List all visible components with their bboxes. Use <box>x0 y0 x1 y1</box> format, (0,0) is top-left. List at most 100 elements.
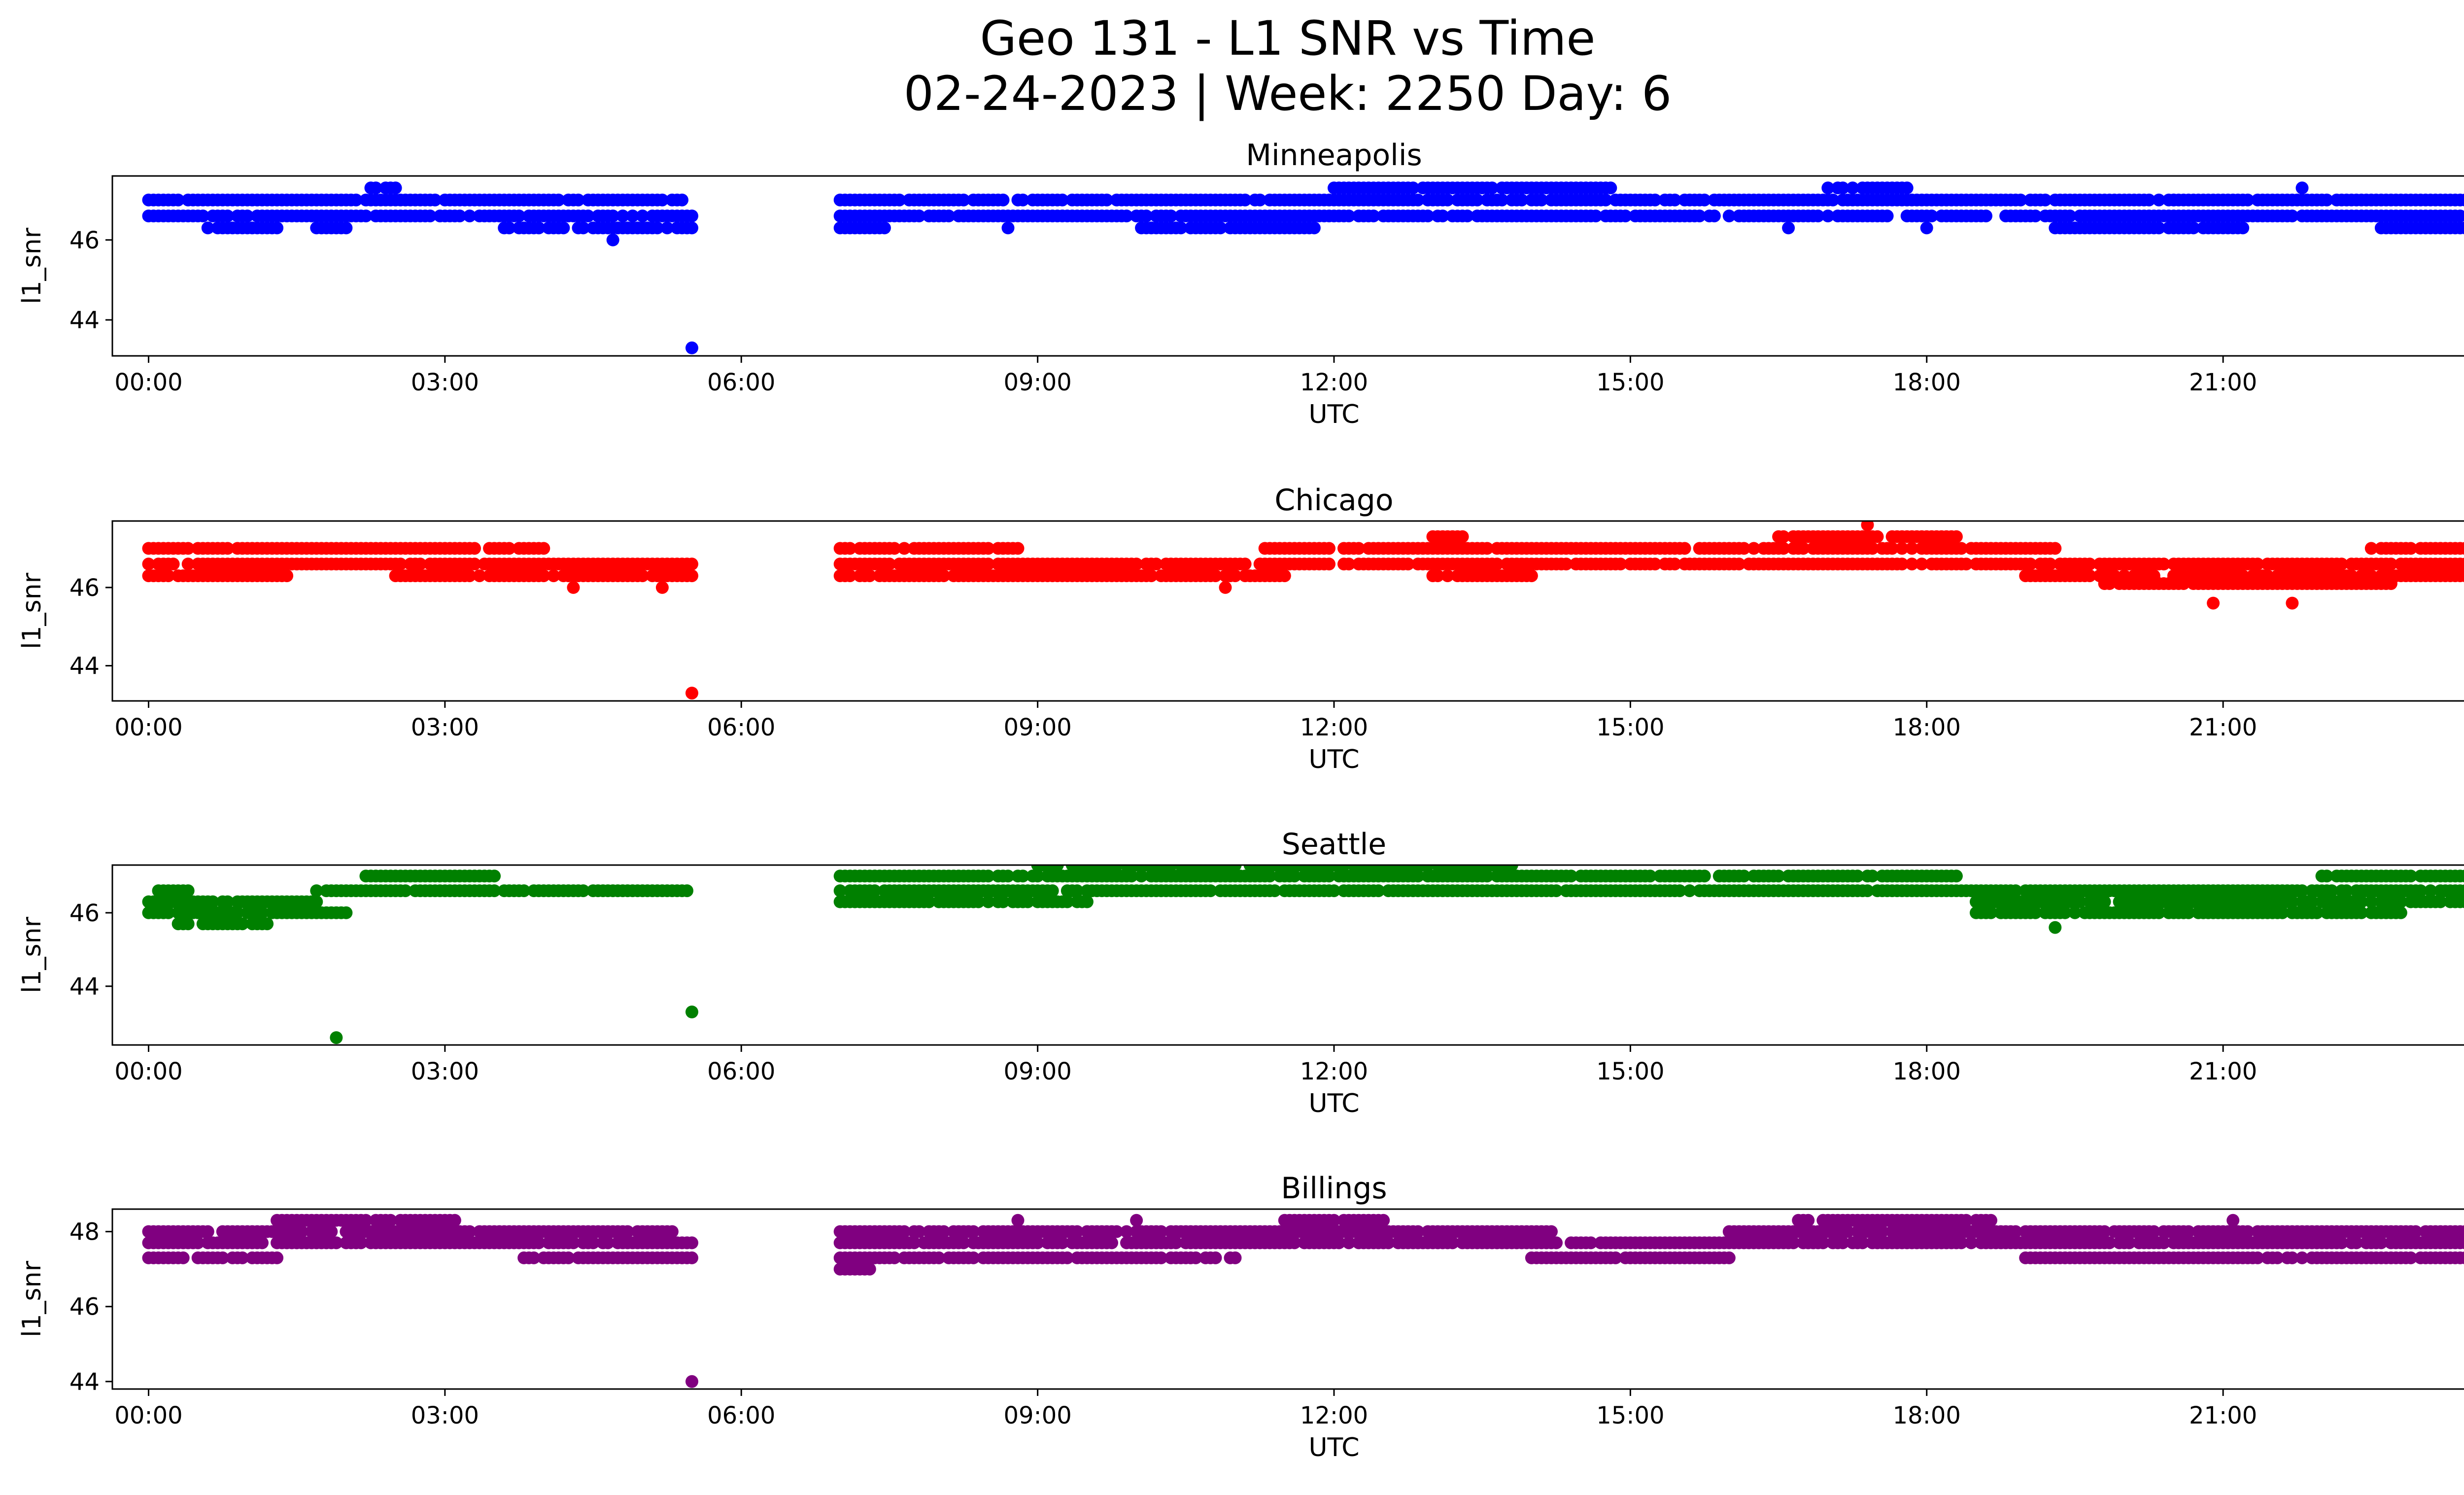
data-point <box>1950 530 1963 543</box>
subplot-billings: Billings 00:00 03:00 06:00 09:00 12:00 15:00 18… <box>17 1171 2464 1462</box>
data-point <box>1505 865 1518 871</box>
data-point <box>863 569 876 583</box>
data-point <box>2068 906 2082 919</box>
y-tick-label: 48 <box>69 1218 100 1246</box>
data-point <box>2271 1251 2284 1264</box>
data-point <box>488 869 501 883</box>
data-point <box>685 341 698 354</box>
x-tick-label: 18:00 <box>1893 369 1961 396</box>
data-point <box>552 193 565 207</box>
data-point <box>201 1225 214 1238</box>
x-tick-label: 09:00 <box>1003 369 1071 396</box>
data-point <box>685 1236 698 1250</box>
data-point <box>650 221 664 235</box>
data-point <box>1169 1236 1183 1250</box>
data-point <box>967 1225 980 1238</box>
data-point <box>2009 1225 2022 1238</box>
data-point <box>685 557 698 571</box>
data-point <box>1441 569 1454 583</box>
data-point <box>201 221 214 235</box>
data-point <box>389 181 402 195</box>
data-point <box>1140 209 1153 223</box>
x-tick-label: 00:00 <box>114 714 182 741</box>
data-point <box>2459 1225 2464 1238</box>
x-tick-label: 00:00 <box>114 1058 182 1085</box>
x-tick-label: 18:00 <box>1893 1058 1961 1085</box>
data-point <box>196 209 209 223</box>
data-point <box>1150 557 1163 571</box>
data-point <box>2409 1225 2422 1238</box>
data-point <box>1895 557 1909 571</box>
data-point <box>1001 869 1015 883</box>
data-point <box>1001 221 1015 235</box>
data-point <box>473 569 486 583</box>
data-point <box>2459 1236 2464 1250</box>
data-point <box>888 1251 901 1264</box>
data-point <box>913 209 926 223</box>
data-point <box>468 542 481 555</box>
data-point <box>1599 193 1612 207</box>
data-point <box>606 233 619 246</box>
x-axis-label: UTC <box>1308 1089 1359 1118</box>
data-point <box>1125 869 1138 883</box>
data-point <box>2459 869 2464 883</box>
data-point <box>1915 557 1928 571</box>
data-point <box>463 1225 476 1238</box>
data-point <box>2276 906 2289 919</box>
data-point <box>2320 869 2333 883</box>
data-point <box>330 1031 343 1044</box>
data-point <box>1456 530 1469 543</box>
data-point <box>2295 181 2309 195</box>
data-point <box>1515 193 1528 207</box>
data-point <box>1333 1236 1345 1250</box>
x-tick-label: 03:00 <box>411 369 479 396</box>
data-point <box>1214 221 1227 235</box>
data-point <box>181 917 195 931</box>
data-point <box>1051 865 1064 871</box>
data-point <box>1061 1251 1074 1264</box>
data-point <box>1238 193 1252 207</box>
y-tick-label: 44 <box>69 307 100 334</box>
data-point <box>982 557 995 571</box>
data-point <box>2335 1236 2348 1250</box>
y-axis-label: l1_snr <box>17 227 47 304</box>
data-point <box>1080 895 1094 908</box>
data-point <box>162 569 175 583</box>
data-point <box>898 542 911 555</box>
data-point <box>1584 1236 1598 1250</box>
data-point <box>1229 569 1242 583</box>
data-point <box>1323 542 1335 555</box>
data-point <box>359 209 373 223</box>
data-point <box>685 221 698 235</box>
data-point <box>1480 869 1494 883</box>
data-point <box>1648 193 1662 207</box>
y-tick-label: 44 <box>69 653 100 680</box>
data-point <box>2039 193 2052 207</box>
data-point <box>1885 542 1899 555</box>
data-point <box>162 906 175 919</box>
data-point <box>1836 181 1849 195</box>
data-point <box>2459 884 2464 897</box>
data-point <box>1609 1251 1622 1264</box>
data-point <box>2236 221 2250 235</box>
y-axis-label: l1_snr <box>17 572 47 649</box>
data-point <box>1120 209 1133 223</box>
data-point <box>1323 557 1335 571</box>
x-axis-label: UTC <box>1308 400 1359 429</box>
data-point <box>1678 542 1691 555</box>
data-point <box>2394 906 2407 919</box>
figure-title-line-2: 02-24-2023 | Week: 2250 Day: 6 <box>903 66 1672 121</box>
data-point <box>2024 557 2037 571</box>
data-point <box>685 1006 698 1018</box>
data-point <box>2182 906 2195 919</box>
data-point <box>369 181 382 195</box>
subplot-title: Billings <box>1281 1171 1387 1206</box>
data-point <box>428 193 442 207</box>
data-point <box>1959 1214 1973 1227</box>
data-point <box>2187 221 2200 235</box>
data-point <box>1352 542 1366 555</box>
data-point <box>1950 869 1963 883</box>
data-point <box>463 209 476 223</box>
data-point <box>996 193 1010 207</box>
data-point <box>1204 884 1217 898</box>
